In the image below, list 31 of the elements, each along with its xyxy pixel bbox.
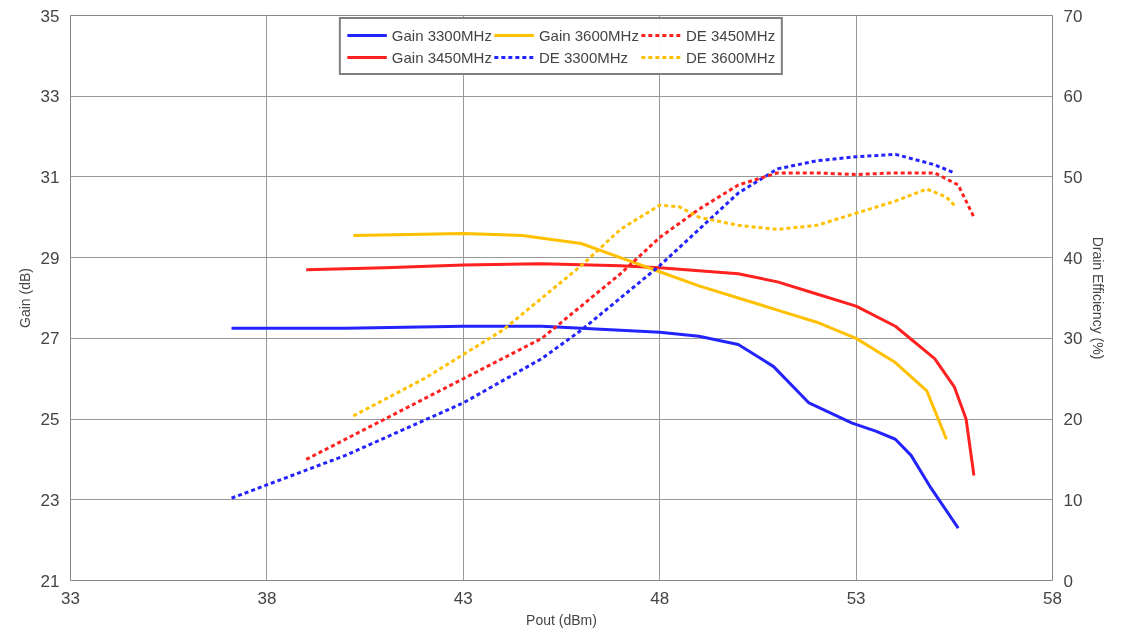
y-tick-label: 29: [40, 248, 60, 268]
legend-label: Gain 3300MHz: [391, 26, 492, 44]
y-tick-label: 25: [40, 410, 60, 430]
y2-tick-label: 10: [1063, 490, 1083, 510]
y2-tick-label: 0: [1063, 571, 1073, 591]
y-tick-label: 21: [40, 571, 60, 591]
x-tick-label: 58: [1043, 588, 1062, 608]
y2-tick-label: 60: [1063, 87, 1083, 107]
legend-label: DE 3300MHz: [538, 48, 629, 66]
y2-axis-title: Drain Efficiency (%): [1090, 236, 1107, 360]
x-tick-label: 43: [453, 588, 473, 608]
y2-tick-label: 20: [1063, 410, 1083, 430]
y-tick-label: 23: [40, 490, 60, 510]
y-axis-title: Gain (dB): [16, 268, 33, 328]
x-tick-label: 48: [650, 588, 670, 608]
y2-tick-label: 40: [1063, 248, 1083, 268]
y-tick-label: 31: [40, 167, 60, 187]
x-tick-label: 33: [61, 588, 80, 608]
x-tick-label: 53: [846, 588, 866, 608]
legend-label: Gain 3450MHz: [391, 48, 492, 66]
x-tick-label: 38: [257, 588, 277, 608]
y2-tick-label: 50: [1063, 167, 1083, 187]
y2-tick-label: 30: [1063, 329, 1083, 349]
y-tick-label: 33: [40, 87, 60, 107]
legend-label: DE 3450MHz: [685, 26, 776, 44]
y-tick-label: 27: [40, 329, 60, 349]
y-tick-label: 35: [40, 6, 60, 26]
legend-label: DE 3600MHz: [685, 48, 776, 66]
x-axis-title: Pout (dBm): [526, 611, 597, 628]
y2-tick-label: 70: [1063, 6, 1083, 26]
legend-label: Gain 3600MHz: [538, 26, 639, 44]
